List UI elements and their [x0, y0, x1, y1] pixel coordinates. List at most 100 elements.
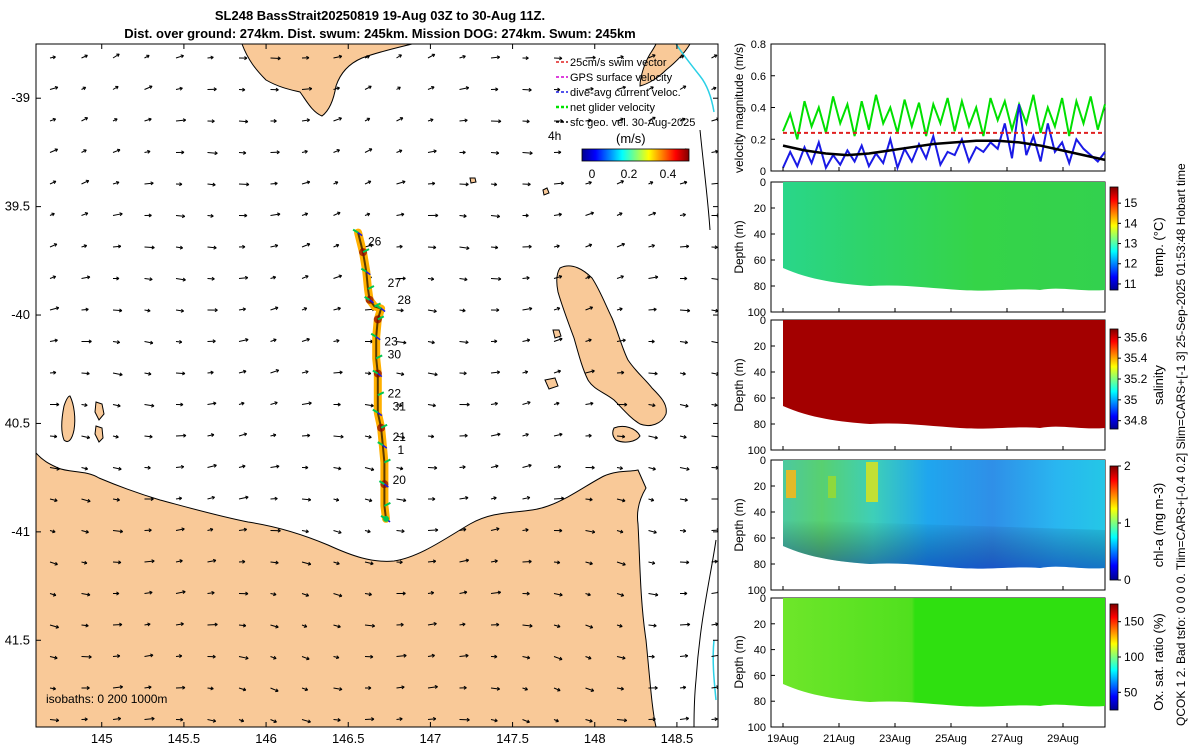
vector-arrowhead — [303, 307, 308, 311]
vector-arrowhead — [88, 654, 92, 659]
vector-arrowhead — [588, 338, 592, 343]
isobaths-label: isobaths: 0 200 1000m — [46, 692, 168, 706]
vector-arrow — [81, 308, 89, 311]
vector-arrowhead — [651, 339, 655, 344]
vector-arrow — [648, 276, 659, 279]
vector-arrow — [522, 339, 530, 342]
vector-arrowhead — [307, 561, 312, 566]
king-island — [61, 395, 76, 443]
vector-arrow — [301, 88, 312, 90]
vector-arrowhead — [211, 276, 215, 281]
vector-arrowhead — [274, 401, 278, 405]
day-label-20: 20 — [393, 473, 407, 487]
vector-arrow — [427, 182, 435, 185]
vector-arrow — [175, 372, 185, 375]
vector-arrowhead — [402, 180, 406, 185]
vector-arrow — [207, 464, 217, 468]
vector-arrowhead — [465, 86, 470, 91]
vector-arrowhead — [179, 245, 184, 250]
vector-arrow — [396, 372, 405, 375]
vector-arrowhead — [272, 275, 277, 280]
vector-arrow — [396, 309, 404, 312]
salinity-field — [783, 320, 1105, 429]
vector-arrow — [396, 341, 407, 344]
vector-arrowhead — [686, 308, 691, 313]
vector-arrowhead — [213, 245, 217, 250]
vector-arrow — [238, 183, 249, 186]
vector-arrowhead — [277, 212, 281, 217]
vector-arrowhead — [524, 687, 528, 691]
vector-arrow — [396, 655, 407, 657]
vector-arrowhead — [178, 339, 183, 344]
vector-arrowhead — [334, 181, 339, 185]
vector-arrow — [711, 435, 718, 438]
vector-arrow — [553, 465, 561, 468]
vector-arrowhead — [338, 593, 343, 598]
vector-arrowhead — [400, 622, 404, 627]
map-ytick-label: -41 — [11, 524, 30, 539]
vector-arrow — [396, 245, 403, 248]
panel-ytick-label: 20 — [754, 481, 766, 493]
vector-arrow — [238, 277, 248, 279]
vector-arrowhead — [274, 306, 279, 311]
chl-cbar-label: chl-a (mg m-3) — [1151, 483, 1166, 568]
vector-arrow — [711, 654, 718, 657]
vector-arrowhead — [464, 277, 468, 282]
vector-arrowhead — [371, 623, 376, 628]
vector-arrow — [175, 466, 184, 468]
vector-arrowhead — [116, 53, 120, 58]
vector-arrow — [81, 467, 88, 470]
vector-arrowhead — [653, 623, 657, 628]
vector-arrowhead — [620, 117, 624, 122]
vector-arrowhead — [431, 181, 436, 186]
vector-arrowhead — [370, 654, 374, 659]
vector-arrowhead — [367, 180, 372, 185]
vector-arrow — [270, 465, 280, 468]
vector-arrowhead — [650, 497, 655, 502]
vector-arrowhead — [526, 119, 530, 124]
vector-arrowhead — [114, 118, 118, 122]
map-ytick-label: -39 — [11, 90, 30, 105]
vector-arrow — [207, 434, 215, 437]
vector-arrowhead — [529, 623, 533, 628]
vector-arrow — [648, 212, 656, 216]
vector-arrow — [616, 593, 624, 597]
vector-arrowhead — [619, 466, 623, 471]
vector-arrowhead — [273, 338, 277, 343]
vector-arrowhead — [88, 339, 92, 344]
net-velocity-mark — [383, 501, 391, 507]
vector-arrowhead — [587, 275, 591, 280]
vector-arrowhead — [557, 87, 561, 92]
vector-arrow — [81, 54, 88, 59]
vector-arrowhead — [622, 655, 626, 660]
vector-arrowhead — [556, 306, 561, 311]
cbar-tick-label: 50 — [1124, 685, 1138, 699]
vector-arrow — [490, 152, 499, 154]
vector-arrowhead — [528, 559, 532, 564]
oxygen-cbar-label: Ox. sat. ratio (%) — [1151, 613, 1166, 711]
vector-arrowhead — [151, 403, 155, 408]
vector-arrow — [207, 496, 215, 500]
vector-arrowhead — [651, 244, 655, 248]
vector-arrowhead — [148, 528, 152, 533]
chl-colorbar — [1109, 465, 1119, 581]
vector-arrow — [207, 183, 216, 186]
vector-arrow — [238, 624, 246, 627]
vector-arrowhead — [336, 561, 340, 566]
vector-arrowhead — [150, 497, 154, 502]
vector-arrowhead — [210, 686, 214, 691]
vector-arrow — [144, 182, 154, 185]
vector-arrow — [427, 404, 436, 407]
vector-arrowhead — [434, 684, 438, 689]
vector-arrowhead — [305, 593, 310, 597]
vector-arrow — [396, 718, 403, 720]
vector-arrow — [238, 465, 246, 468]
vector-arrow — [364, 498, 373, 502]
vector-arrow — [490, 278, 501, 280]
vector-arrow — [175, 119, 186, 122]
vector-arrowhead — [682, 528, 687, 533]
vector-arrowhead — [399, 560, 403, 565]
vector-arrowhead — [714, 559, 718, 564]
figure-title-line2: Dist. over ground: 274km. Dist. swum: 24… — [124, 26, 636, 41]
vector-arrowhead — [148, 685, 152, 690]
